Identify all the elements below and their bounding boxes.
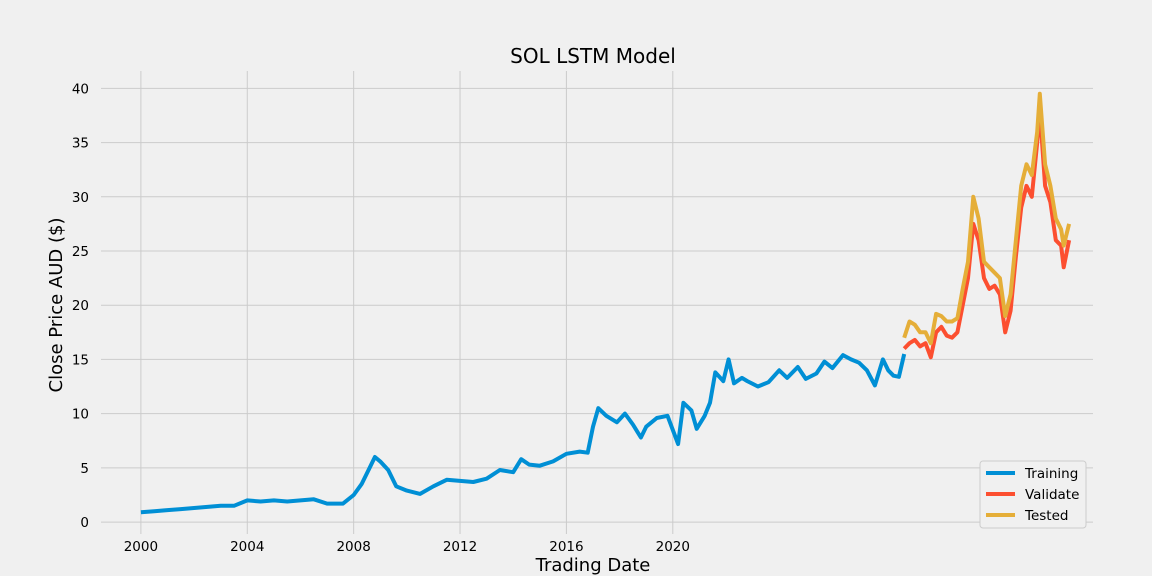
- series-line-tested: [902, 91, 1072, 346]
- series-layer: [140, 91, 1072, 515]
- x-tick-label: 2004: [230, 539, 264, 555]
- y-tick-label: 5: [80, 461, 89, 477]
- x-tick-label: 2008: [336, 539, 370, 555]
- series-line-training: [140, 353, 907, 515]
- tick-labels: 2000 2004 2008 2012 2016 2020 0 5 10 15 20 25 30 35 40: [72, 81, 690, 555]
- y-tick-label: 25: [72, 244, 89, 260]
- y-tick-label: 40: [72, 81, 89, 97]
- y-tick-label: 20: [72, 298, 89, 314]
- legend: Training Validate Tested: [979, 460, 1087, 529]
- y-axis-label: Close Price AUD ($): [46, 218, 67, 393]
- y-tick-label: 10: [72, 407, 89, 423]
- legend-label-validate: Validate: [1025, 487, 1079, 503]
- legend-label-training: Training: [1024, 466, 1078, 482]
- chart-title: SOL LSTM Model: [510, 44, 676, 68]
- legend-box: [979, 460, 1087, 529]
- y-tick-label: 15: [72, 352, 89, 368]
- y-tick-label: 35: [72, 136, 89, 152]
- x-tick-label: 2012: [443, 539, 477, 555]
- legend-label-tested: Tested: [1024, 508, 1068, 524]
- x-tick-label: 2000: [124, 539, 158, 555]
- y-tick-label: 30: [72, 190, 89, 206]
- x-axis-label: Trading Date: [535, 555, 651, 576]
- y-tick-label: 0: [80, 515, 89, 531]
- grid: [101, 71, 1093, 534]
- x-tick-label: 2016: [549, 539, 583, 555]
- x-tick-label: 2020: [656, 539, 690, 555]
